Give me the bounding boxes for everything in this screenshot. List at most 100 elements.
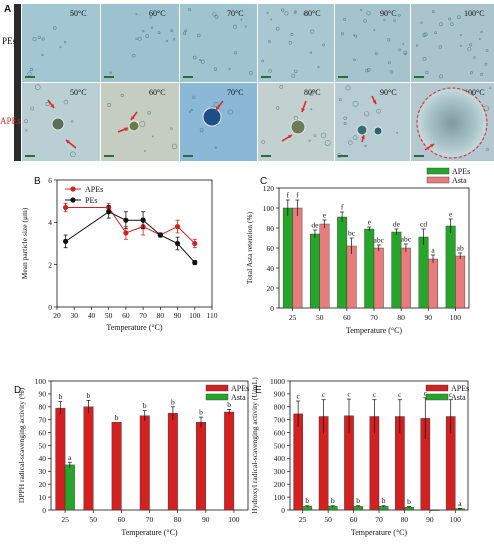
panel-letter-c: C [260, 176, 267, 187]
x-tick-label: 60 [122, 311, 130, 320]
y-tick-label: 30 [39, 467, 47, 476]
bar-apes [224, 411, 235, 511]
particle [309, 92, 314, 97]
particle [365, 68, 369, 73]
temperature-label: 60°C [149, 88, 166, 97]
particle [402, 43, 405, 45]
scale-bar [25, 155, 35, 157]
y-tick-label: 40 [267, 264, 275, 273]
panel-letter-e: E [255, 385, 262, 396]
significance-letter: c [373, 390, 377, 399]
particle [396, 131, 399, 134]
scale-bar [183, 155, 193, 157]
particle [214, 14, 219, 19]
particle [294, 69, 298, 74]
particle [151, 135, 154, 138]
legend-swatch [426, 167, 450, 175]
particle [192, 95, 196, 99]
particle [398, 48, 402, 52]
particle [199, 128, 204, 132]
particle [352, 100, 359, 107]
x-tick-label: 80 [174, 515, 182, 524]
x-tick-label: 50 [89, 515, 97, 524]
significance-letter: b [171, 397, 175, 406]
significance-letter: c [322, 390, 326, 399]
particle [366, 11, 371, 16]
significance-letter: f [287, 191, 290, 200]
bar-apes [418, 236, 429, 309]
x-tick-label: 90 [174, 311, 182, 320]
significance-letter: b [227, 400, 231, 409]
particle [281, 8, 285, 12]
y-tick-label: 1000 [270, 377, 285, 386]
x-tick-label: 70 [375, 515, 383, 524]
particle [345, 85, 351, 91]
significance-letter: f [341, 203, 344, 212]
particle [24, 119, 28, 124]
particle [213, 101, 219, 108]
data-point [140, 217, 146, 223]
particle [150, 26, 154, 29]
particle [302, 12, 306, 16]
chart-e: E 0 100 200 300 400 500 600 700 800 900 1000 25 c b 50 c… [250, 377, 469, 537]
significance-letter: e [368, 218, 372, 227]
data-point [123, 217, 129, 223]
series-line-pes [65, 211, 196, 263]
x-tick-label: 40 [88, 311, 96, 320]
y-tick-label: 90 [39, 390, 47, 399]
particle [387, 61, 391, 65]
bar-apes [55, 407, 66, 511]
x-tick-label: 80 [397, 313, 405, 322]
particle [439, 74, 443, 79]
particle [293, 11, 297, 14]
micrograph-tile [101, 4, 179, 82]
micrograph-tile [258, 4, 334, 82]
particle [279, 85, 284, 89]
particle [488, 87, 491, 90]
y-tick-label: 4 [48, 218, 52, 227]
particle [37, 35, 41, 39]
particle [139, 121, 146, 128]
red-arrow-head [50, 104, 54, 108]
bar-apes [196, 422, 207, 511]
particle [45, 102, 50, 107]
particle [107, 103, 112, 108]
particle [165, 39, 169, 43]
particle [343, 122, 347, 125]
particle [29, 67, 34, 72]
y-tick-label: 6 [48, 176, 52, 185]
particle [324, 139, 331, 146]
micrograph-tile [335, 4, 410, 82]
x-tick-label: 50 [324, 515, 332, 524]
row-label-apes: APEs [0, 116, 21, 126]
significance-letter: e [449, 210, 453, 219]
particle [244, 25, 247, 28]
temperature-label: 50°C [70, 88, 87, 97]
significance-letter: b [87, 391, 91, 400]
y-tick-label: 500 [274, 441, 286, 450]
bar-asta [428, 258, 438, 309]
legend-swatch [425, 384, 449, 392]
particle [483, 105, 490, 112]
particle [59, 46, 62, 49]
y-axis-title: Total Asta retention (%) [245, 211, 254, 284]
x-tick-label: 25 [299, 515, 307, 524]
particle [232, 24, 237, 29]
legend-swatch [426, 176, 450, 184]
significance-letter: a [68, 453, 72, 462]
particle [480, 30, 483, 34]
particle [360, 8, 363, 11]
particle [376, 108, 381, 114]
data-point [174, 240, 181, 247]
x-tick-label: 60 [343, 313, 351, 322]
particle [486, 148, 490, 151]
particle [190, 108, 193, 112]
particle [317, 65, 320, 69]
y-tick-label: 100 [263, 204, 275, 213]
emulsion-droplet [128, 120, 140, 132]
particle [63, 99, 69, 105]
significance-letter: c [296, 391, 300, 400]
temperature-label: 90°C [380, 9, 397, 18]
legend-label: Asta [231, 393, 246, 402]
x-tick-label: 50 [316, 313, 324, 322]
